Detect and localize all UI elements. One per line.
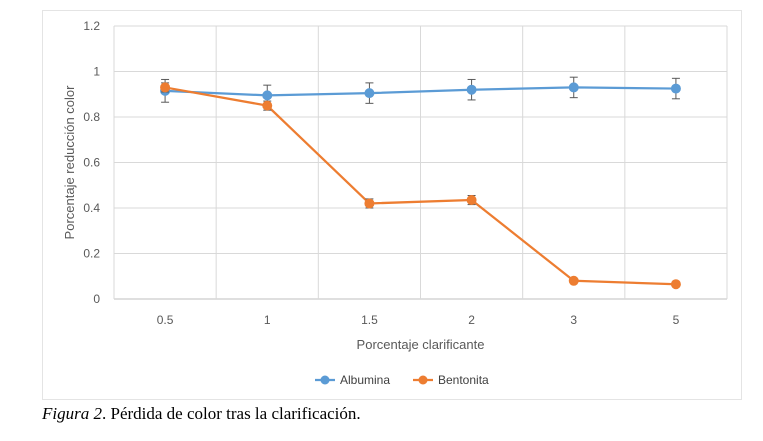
x-tick-label-2: 1.5	[361, 313, 378, 327]
y-tick-label-1: 0.2	[83, 247, 100, 261]
data-point-bentonita-5	[670, 279, 681, 290]
x-tick-label-4: 3	[570, 313, 577, 327]
x-tick-label-5: 5	[673, 313, 680, 327]
y-tick-label-5: 1	[93, 65, 100, 79]
series-line-bentonita	[164, 86, 676, 286]
data-point-albumina-2	[364, 88, 375, 99]
y-tick-label-4: 0.8	[83, 110, 100, 124]
data-point-bentonita-3	[466, 195, 477, 206]
x-axis-title: Porcentaje clarificante	[357, 337, 485, 352]
data-point-bentonita-0	[160, 82, 171, 93]
y-tick-label-6: 1.2	[83, 19, 100, 33]
caption-figure-label: Figura 2	[42, 404, 102, 423]
legend: Albumina Bentonita	[315, 373, 489, 387]
y-tick-label-3: 0.6	[83, 156, 100, 170]
y-tick-label-2: 0.4	[83, 201, 100, 215]
legend-label-bentonita: Bentonita	[438, 373, 489, 387]
legend-label-albumina: Albumina	[340, 373, 390, 387]
caption-text: . Pérdida de color tras la clarificación…	[101, 404, 361, 423]
data-point-albumina-3	[466, 84, 477, 95]
data-point-albumina-5	[670, 83, 681, 94]
data-point-bentonita-1	[262, 100, 273, 111]
data-point-albumina-4	[568, 82, 579, 93]
x-tick-label-3: 2	[468, 313, 475, 327]
legend-marker-bentonita	[418, 375, 428, 385]
series-albumina	[160, 76, 681, 107]
line-chart: 0 0.2 0.4 0.6 0.8 1 1.2 0.5 1 1.5 2 3 5 Porcentaje cl…	[62, 19, 728, 387]
series-line-albumina	[165, 86, 676, 97]
chart-frame: 0 0.2 0.4 0.6 0.8 1 1.2 0.5 1 1.5 2 3 5 Porcentaje cl…	[42, 10, 742, 400]
x-tick-label-1: 1	[264, 313, 271, 327]
legend-marker-albumina	[320, 375, 330, 385]
series-bentonita	[160, 82, 681, 290]
data-point-bentonita-4	[568, 275, 579, 286]
figure-caption: Figura 2. Pérdida de color tras la clari…	[42, 404, 742, 424]
data-point-bentonita-2	[364, 198, 375, 209]
y-tick-label-0: 0	[93, 292, 100, 306]
y-axis-title: Porcentaje reducción color	[62, 85, 77, 240]
x-tick-label-0: 0.5	[157, 313, 174, 327]
data-point-albumina-1	[262, 90, 273, 101]
